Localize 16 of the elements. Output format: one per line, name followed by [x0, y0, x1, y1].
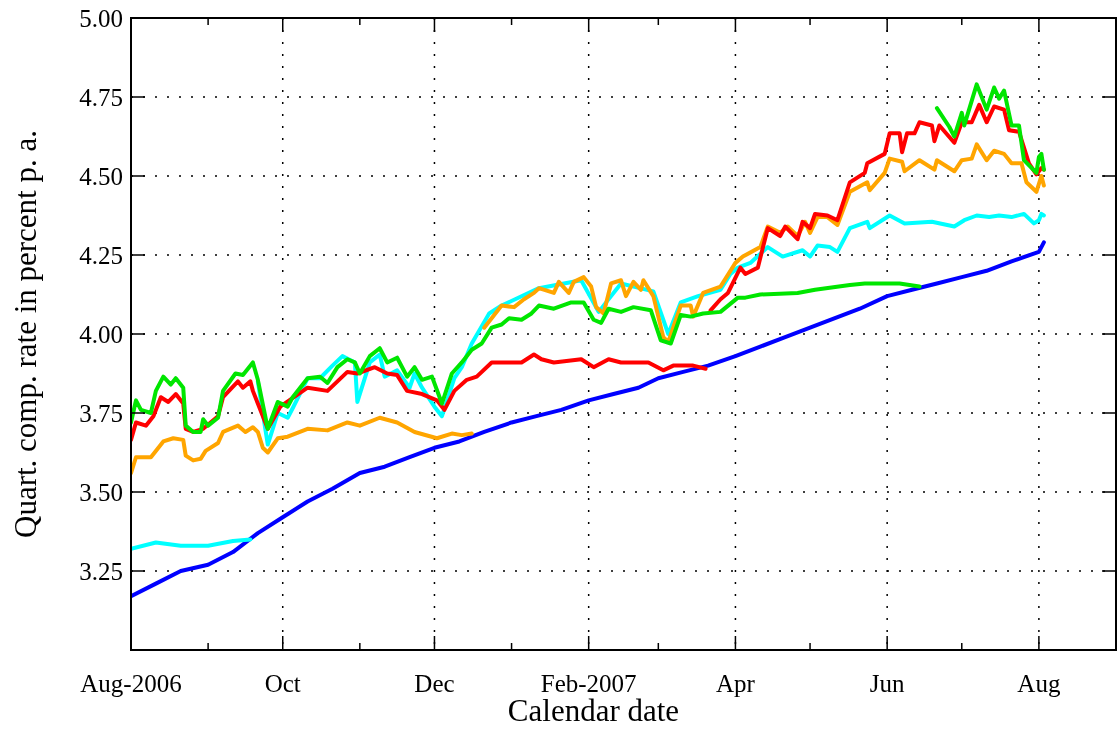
y-tick-label: 3.25 [79, 557, 123, 585]
x-tick-label: Aug-2006 [80, 670, 182, 697]
y-tick-label: 5.00 [79, 4, 123, 32]
x-tick-label: Jun [869, 670, 906, 697]
y-tick-label: 4.25 [79, 241, 123, 269]
y-tick-label: 3.75 [79, 399, 123, 427]
y-axis-title: Quart. comp. rate in percent p. a. [8, 130, 43, 538]
x-tick-label: Oct [264, 670, 301, 697]
y-tick-label: 3.50 [79, 478, 123, 506]
x-tick-label: Aug [1017, 670, 1061, 697]
line-series [131, 240, 1046, 599]
y-tick-label: 4.50 [79, 162, 123, 190]
y-tick-label: 4.75 [79, 83, 123, 111]
x-tick-label: Apr [715, 670, 756, 697]
y-tick-label: 4.00 [79, 320, 123, 348]
x-tick-label: Dec [414, 670, 455, 697]
